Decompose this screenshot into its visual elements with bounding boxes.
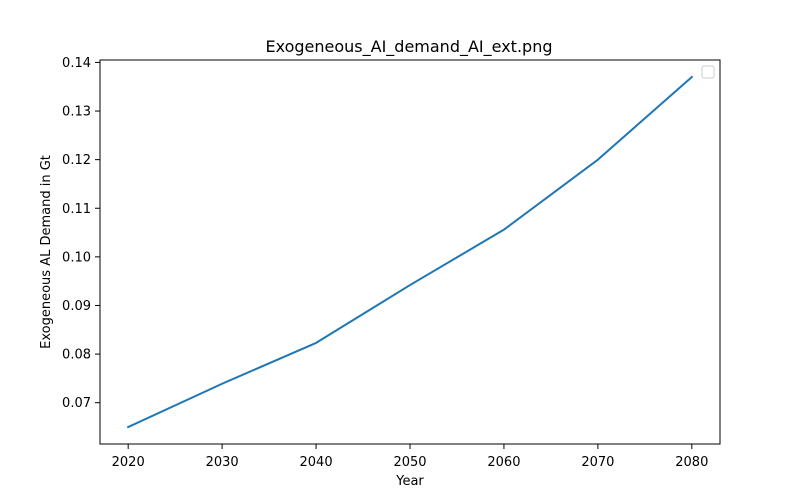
- y-tick-label: 0.14: [62, 56, 91, 71]
- x-tick-label: 2080: [675, 455, 708, 470]
- y-axis: 0.07 0.08 0.09 0.10 0.11 0.12 0.13 0.14: [62, 56, 100, 411]
- plot-area: [126, 75, 694, 429]
- y-tick-label: 0.09: [62, 299, 91, 314]
- x-tick-label: 2060: [487, 455, 520, 470]
- y-tick-label: 0.10: [62, 250, 91, 265]
- x-tick-label: 2020: [112, 455, 145, 470]
- y-tick-label: 0.11: [62, 202, 91, 217]
- y-tick-label: 0.08: [62, 348, 91, 363]
- series-line: [126, 75, 694, 429]
- y-tick-label: 0.07: [62, 396, 91, 411]
- x-tick-label: 2030: [206, 455, 239, 470]
- x-tick-label: 2070: [581, 455, 614, 470]
- x-tick-label: 2050: [393, 455, 426, 470]
- y-tick-label: 0.12: [62, 153, 91, 168]
- x-axis-label: Year: [395, 474, 424, 489]
- x-tick-label: 2040: [300, 455, 333, 470]
- x-axis: 2020 2030 2040 2050 2060 2070 2080: [112, 444, 708, 470]
- axes-frame: [99, 59, 721, 445]
- chart-title: Exogeneous_AI_demand_AI_ext.png: [266, 37, 553, 57]
- y-axis-label: Exogeneous AL Demand in Gt: [39, 155, 54, 349]
- y-tick-label: 0.13: [62, 105, 91, 120]
- legend-box: [701, 65, 715, 79]
